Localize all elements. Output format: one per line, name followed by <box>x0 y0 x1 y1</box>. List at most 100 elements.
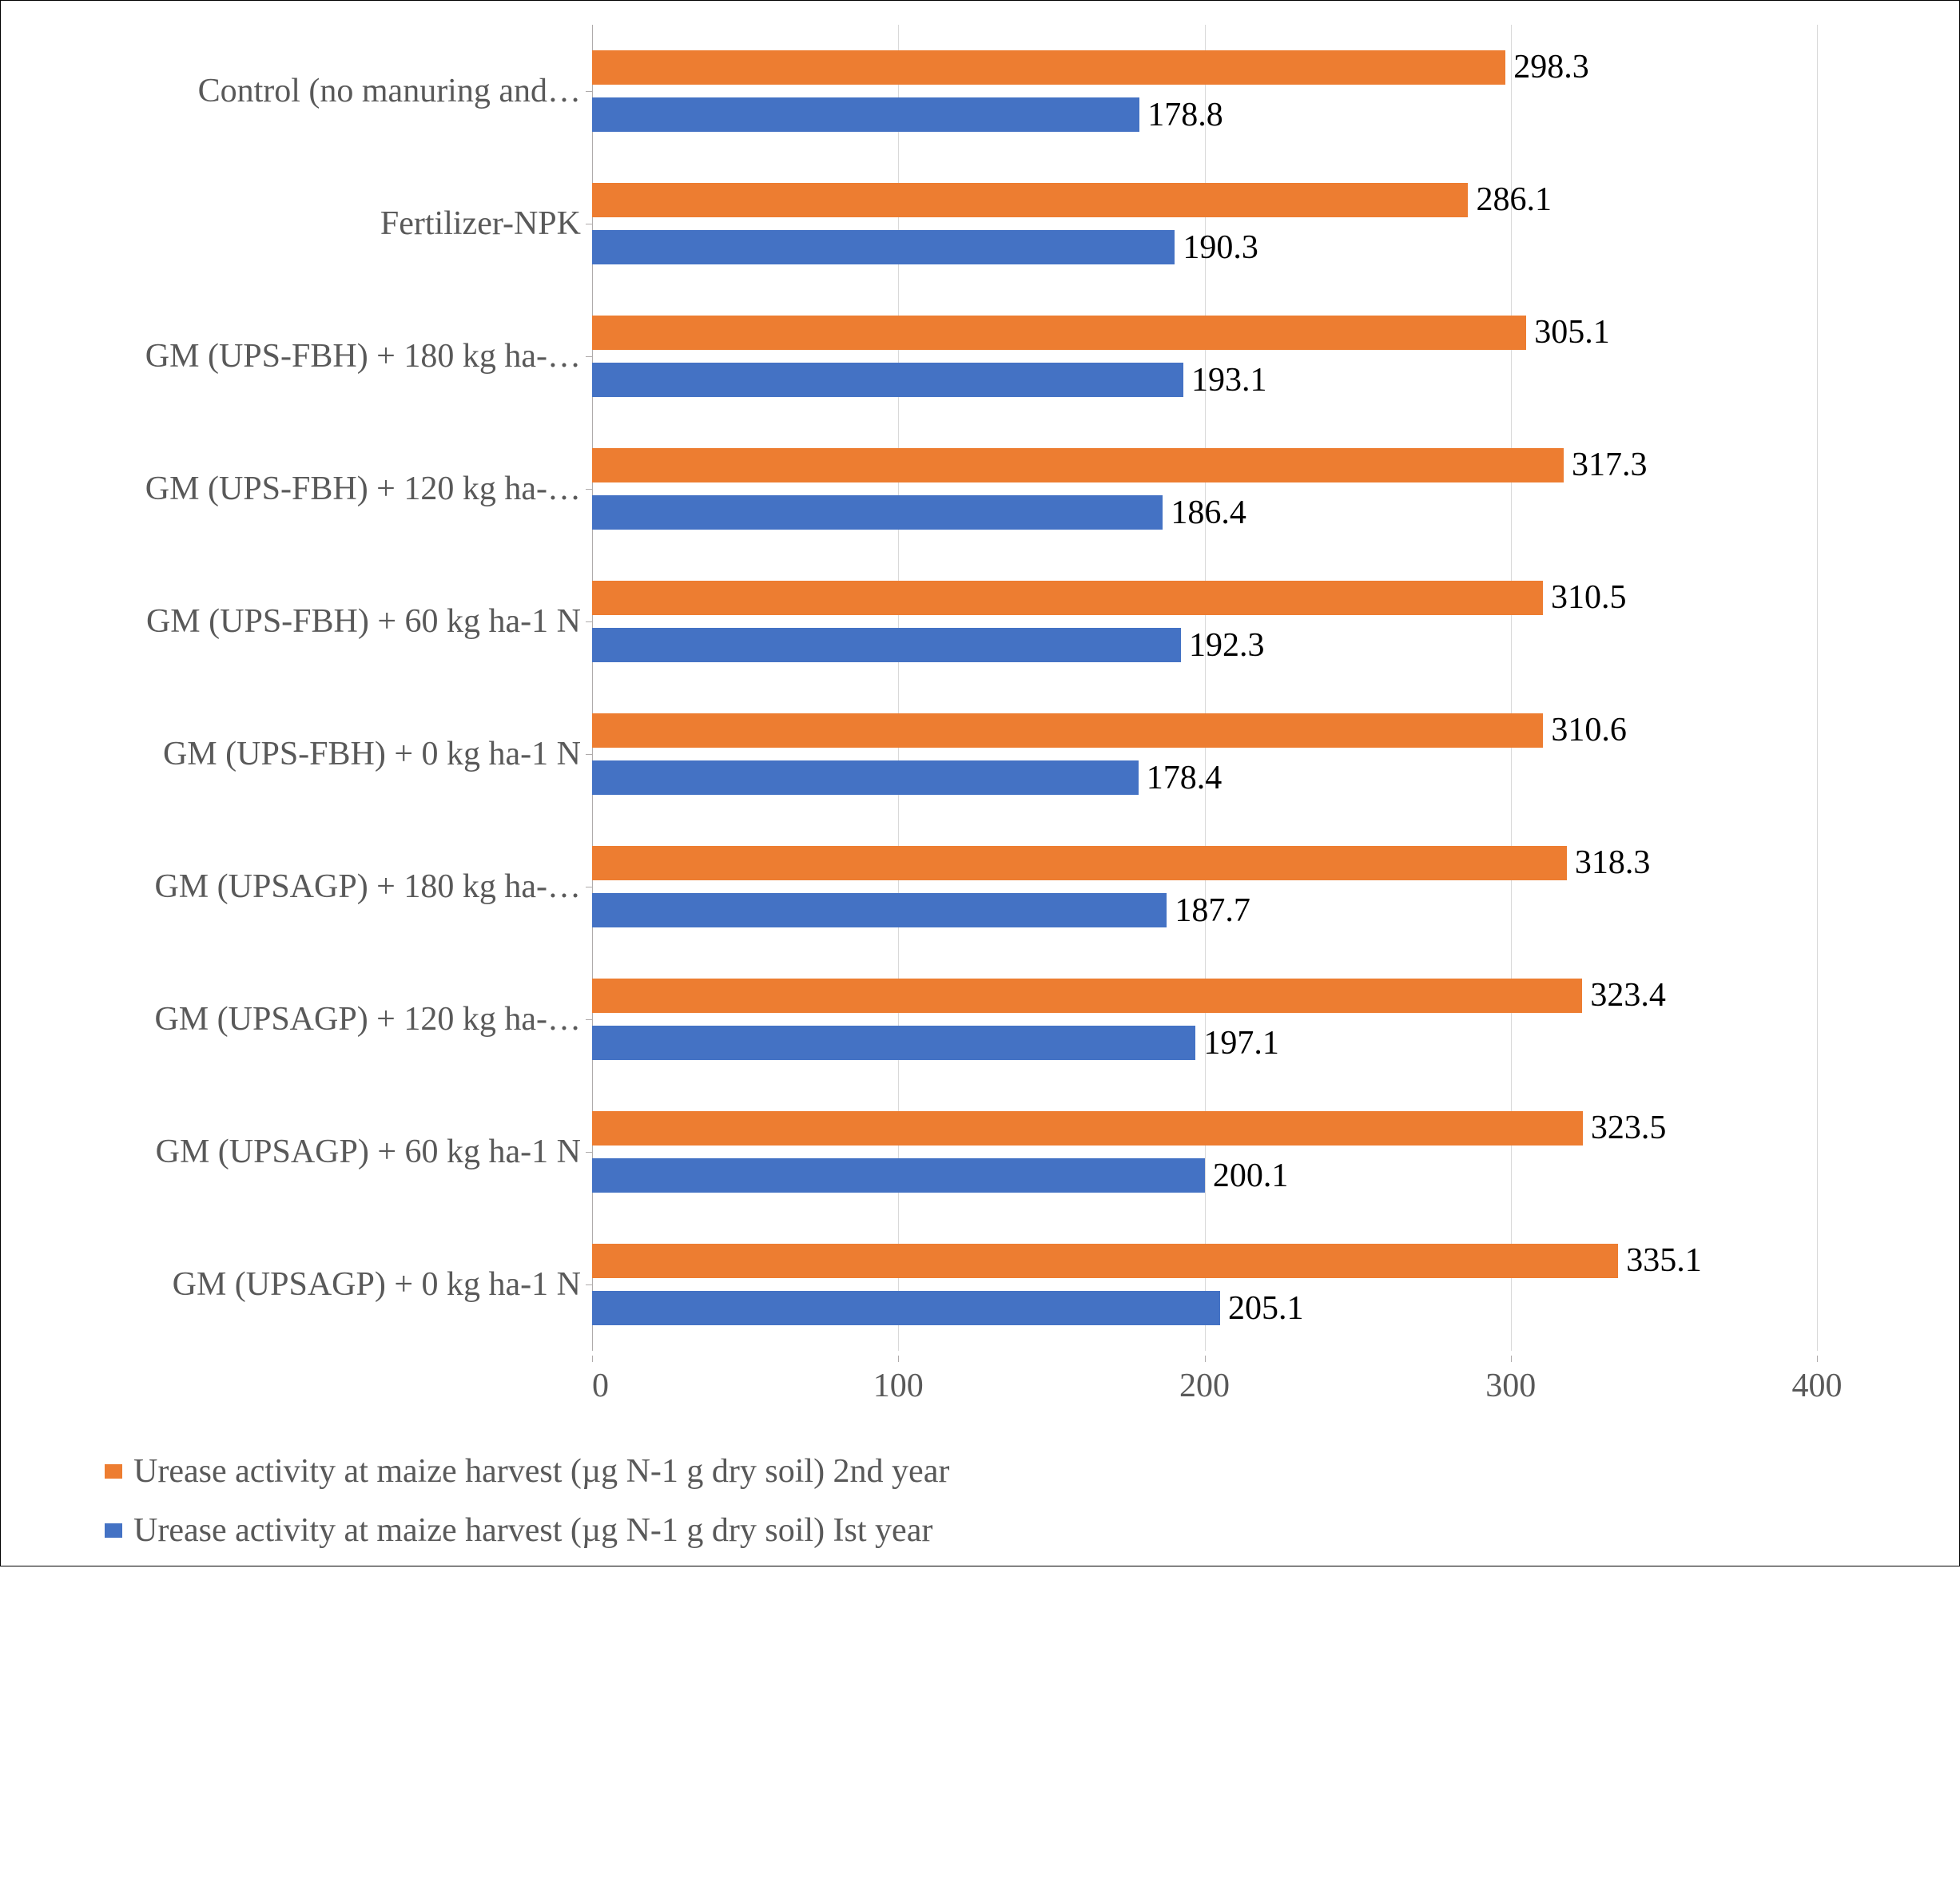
bar: 192.3 <box>592 628 1181 662</box>
bar-group: 310.5 192.3 <box>592 555 1943 688</box>
plot-area: 298.3 178.8 286.1 190.3 305.1 193.1 317.3 186.4… <box>592 25 1943 1351</box>
category-label: Control (no manuring and… <box>17 25 592 157</box>
category-label: GM (UPS-FBH) + 180 kg ha-… <box>17 290 592 423</box>
x-tick <box>1817 1356 1818 1362</box>
bar-value-label: 178.8 <box>1147 96 1223 134</box>
bar-row: 190.3 <box>592 224 1943 272</box>
bar-row: 178.4 <box>592 754 1943 802</box>
bar-row: 305.1 <box>592 308 1943 356</box>
bar-row: 298.3 <box>592 43 1943 91</box>
bar: 205.1 <box>592 1291 1220 1325</box>
x-tick-label: 400 <box>1792 1367 1843 1405</box>
x-tick-label: 100 <box>873 1367 924 1405</box>
category-label: GM (UPSAGP) + 120 kg ha-… <box>17 953 592 1086</box>
category-label: GM (UPSAGP) + 0 kg ha-1 N <box>17 1218 592 1351</box>
chart-outer: Control (no manuring and…Fertilizer-NPKG… <box>0 0 1960 1566</box>
bar-value-label: 310.6 <box>1551 711 1627 749</box>
bar: 200.1 <box>592 1158 1205 1193</box>
bar-row: 192.3 <box>592 621 1943 669</box>
bar-value-label: 335.1 <box>1626 1241 1702 1280</box>
category-label: GM (UPS-FBH) + 0 kg ha-1 N <box>17 688 592 820</box>
category-label: GM (UPSAGP) + 180 kg ha-… <box>17 820 592 953</box>
bar-group: 310.6 178.4 <box>592 688 1943 820</box>
bar: 187.7 <box>592 893 1167 927</box>
legend-swatch <box>105 1464 122 1479</box>
bar: 323.5 <box>592 1111 1583 1146</box>
bar-value-label: 318.3 <box>1575 844 1651 882</box>
bar: 178.4 <box>592 760 1139 795</box>
legend-item: Urease activity at maize harvest (µg N-1… <box>105 1511 932 1550</box>
bar-value-label: 298.3 <box>1513 48 1589 86</box>
x-axis: 0 100 200 300 400 <box>17 1356 1943 1414</box>
x-tick-marks <box>592 1356 1817 1362</box>
legend: Urease activity at maize harvest (µg N-1… <box>17 1452 1943 1550</box>
bar: 178.8 <box>592 97 1139 132</box>
bar-value-label: 323.5 <box>1591 1109 1667 1147</box>
legend-item: Urease activity at maize harvest (µg N-1… <box>105 1452 949 1491</box>
plot-wrap: Control (no manuring and…Fertilizer-NPKG… <box>17 25 1943 1351</box>
bar-group: 317.3 186.4 <box>592 423 1943 555</box>
legend-swatch <box>105 1523 122 1538</box>
bar-value-label: 286.1 <box>1476 181 1552 219</box>
bar-row: 178.8 <box>592 91 1943 139</box>
x-ticks-wrap: 0100200300400 <box>592 1356 1817 1414</box>
bar-group: 335.1 205.1 <box>592 1218 1943 1351</box>
bar-group: 298.3 178.8 <box>592 25 1943 157</box>
bar-group: 286.1 190.3 <box>592 157 1943 290</box>
category-label: Fertilizer-NPK <box>17 157 592 290</box>
x-tick <box>592 1356 593 1362</box>
bar-value-label: 187.7 <box>1175 891 1250 930</box>
bar-row: 310.5 <box>592 574 1943 621</box>
bar-row: 323.5 <box>592 1104 1943 1152</box>
legend-text: Urease activity at maize harvest (µg N-1… <box>133 1452 949 1491</box>
bar-value-label: 186.4 <box>1171 494 1246 532</box>
bar-row: 323.4 <box>592 971 1943 1019</box>
y-axis-labels: Control (no manuring and…Fertilizer-NPKG… <box>17 25 592 1351</box>
bar-value-label: 310.5 <box>1551 578 1627 617</box>
bar-value-label: 197.1 <box>1203 1024 1279 1062</box>
bar-row: 335.1 <box>592 1237 1943 1284</box>
bar: 335.1 <box>592 1244 1618 1278</box>
bar-row: 317.3 <box>592 441 1943 489</box>
bar: 197.1 <box>592 1026 1195 1060</box>
bar-row: 197.1 <box>592 1019 1943 1067</box>
x-tick <box>898 1356 899 1362</box>
bar-row: 310.6 <box>592 706 1943 754</box>
category-label: GM (UPSAGP) + 60 kg ha-1 N <box>17 1086 592 1218</box>
bar-value-label: 190.3 <box>1183 228 1258 267</box>
bar-value-label: 317.3 <box>1572 446 1648 484</box>
x-tick-label: 0 <box>592 1367 609 1405</box>
category-label: GM (UPS-FBH) + 120 kg ha-… <box>17 423 592 555</box>
bar-value-label: 192.3 <box>1189 626 1265 665</box>
bar: 190.3 <box>592 230 1175 264</box>
x-tick-labels: 0100200300400 <box>592 1367 1817 1414</box>
bar-group: 305.1 193.1 <box>592 290 1943 423</box>
bar-row: 193.1 <box>592 356 1943 404</box>
x-tick <box>1205 1356 1206 1362</box>
bar-value-label: 193.1 <box>1191 361 1267 399</box>
bar: 286.1 <box>592 183 1468 217</box>
bar: 310.6 <box>592 713 1543 748</box>
bar: 310.5 <box>592 581 1543 615</box>
bar-value-label: 178.4 <box>1147 759 1223 797</box>
bar-row: 186.4 <box>592 489 1943 537</box>
bar-row: 187.7 <box>592 887 1943 935</box>
x-tick-label: 300 <box>1485 1367 1536 1405</box>
category-label: GM (UPS-FBH) + 60 kg ha-1 N <box>17 555 592 688</box>
bar: 305.1 <box>592 316 1526 350</box>
bar: 318.3 <box>592 846 1567 880</box>
bar-row: 200.1 <box>592 1152 1943 1200</box>
bar-group: 318.3 187.7 <box>592 820 1943 953</box>
x-axis-spacer <box>17 1356 592 1414</box>
bar-value-label: 323.4 <box>1590 976 1666 1014</box>
bar-row: 318.3 <box>592 839 1943 887</box>
bar-row: 286.1 <box>592 176 1943 224</box>
bar-row: 205.1 <box>592 1284 1943 1332</box>
bar: 317.3 <box>592 448 1564 482</box>
x-tick-label: 200 <box>1179 1367 1230 1405</box>
bars-layer: 298.3 178.8 286.1 190.3 305.1 193.1 317.3 186.4… <box>592 25 1943 1351</box>
legend-text: Urease activity at maize harvest (µg N-1… <box>133 1511 932 1550</box>
chart-container: Control (no manuring and…Fertilizer-NPKG… <box>0 0 1960 1566</box>
bar-value-label: 305.1 <box>1534 313 1610 351</box>
bar: 298.3 <box>592 50 1505 85</box>
